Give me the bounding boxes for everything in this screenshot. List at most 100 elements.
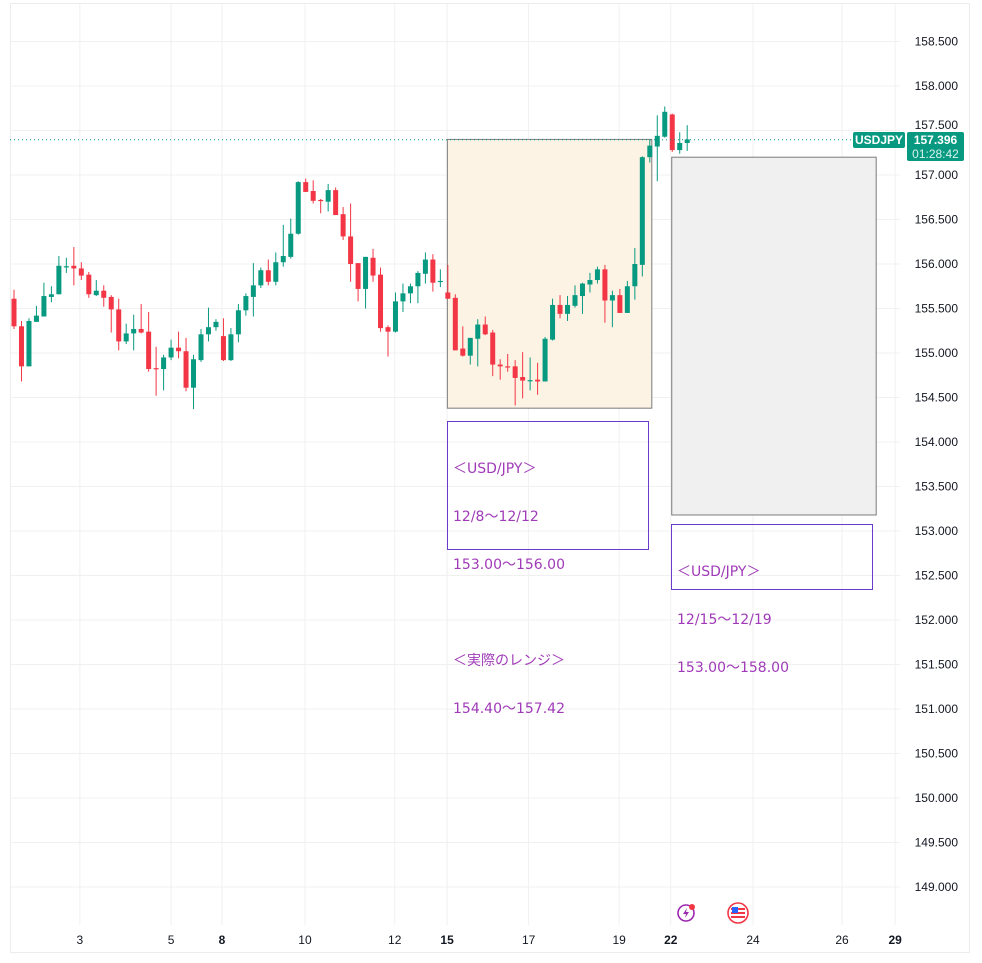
candle-body: [639, 157, 645, 265]
candle-body: [243, 296, 249, 311]
candle: [318, 199, 324, 214]
candle: [594, 266, 600, 284]
candle-body: [168, 347, 174, 358]
candle: [176, 331, 182, 359]
candle-body: [161, 357, 167, 370]
annotation-line: 153.00～158.00: [677, 660, 789, 676]
candle: [250, 263, 256, 317]
candle: [333, 187, 339, 216]
candle: [565, 296, 571, 321]
lightning-event-icon[interactable]: [677, 903, 695, 922]
candle-body: [602, 269, 608, 301]
us-flag-icon[interactable]: [727, 902, 749, 924]
candle: [153, 346, 159, 396]
candle: [310, 180, 316, 204]
y-tick-label: 150.000: [915, 791, 959, 805]
candle-body: [542, 338, 548, 382]
candle: [684, 125, 690, 151]
candle-body: [669, 114, 675, 151]
y-tick-label: 149.500: [915, 836, 959, 850]
annotation-line: ＜USD/JPY＞: [453, 461, 537, 477]
candle-body: [191, 359, 197, 388]
candle: [273, 252, 279, 286]
candle: [243, 293, 249, 316]
chart-frame: [10, 3, 970, 953]
y-tick-label: 158.000: [915, 79, 959, 93]
candle-body: [123, 333, 129, 342]
candle: [325, 183, 331, 212]
candle-body: [146, 331, 152, 370]
candle-body: [557, 304, 563, 314]
annotation-line: 12/8～12/12: [453, 509, 539, 525]
x-tick-label: 3: [76, 933, 83, 947]
candle-body: [624, 286, 630, 313]
candle-body: [370, 257, 376, 276]
candle: [475, 319, 481, 367]
candle-body: [340, 214, 346, 237]
candle: [258, 267, 264, 289]
candle: [422, 252, 428, 284]
candle-body: [250, 285, 256, 297]
actual-range-box: [446, 138, 653, 409]
candle-body: [273, 262, 279, 282]
candle: [101, 285, 107, 307]
candle: [467, 337, 473, 365]
y-tick-label: 152.000: [915, 613, 959, 627]
x-tick-label: 29: [888, 933, 902, 947]
y-tick-label: 150.500: [915, 747, 959, 761]
y-tick-label: 151.500: [915, 658, 959, 672]
candle-body: [11, 298, 17, 327]
y-tick-label: 149.000: [915, 880, 959, 894]
candle-body: [654, 135, 660, 147]
candle-body: [56, 265, 62, 295]
candle: [355, 263, 361, 302]
candle: [662, 106, 668, 138]
candle-body: [662, 111, 668, 137]
candle: [572, 285, 578, 308]
y-tick-label: 156.500: [915, 213, 959, 227]
candle: [78, 262, 84, 281]
candle: [415, 271, 421, 304]
candle-body: [609, 295, 615, 301]
candle: [63, 257, 69, 273]
candle: [131, 314, 137, 351]
symbol-tag: USDJPY: [853, 132, 906, 148]
candle: [41, 282, 47, 317]
candle: [587, 272, 593, 293]
candle-body: [452, 297, 458, 351]
candle-body: [430, 259, 436, 283]
candle-body: [572, 295, 578, 306]
candle-body: [295, 182, 301, 234]
candle: [505, 353, 511, 372]
candle: [609, 290, 615, 328]
annotation-line: ＜USD/JPY＞: [677, 564, 761, 580]
candle: [71, 247, 77, 286]
y-tick-label: 158.500: [915, 35, 959, 49]
candle-body: [482, 324, 488, 335]
candle-body: [228, 334, 234, 361]
candle-body: [647, 145, 653, 158]
candle-body: [422, 259, 428, 274]
candle: [198, 328, 204, 362]
x-tick-label: 26: [835, 933, 849, 947]
candle-body: [385, 327, 391, 332]
candle-body: [355, 263, 361, 289]
candle-body: [131, 328, 137, 334]
candle: [460, 326, 466, 357]
candle-body: [78, 268, 84, 276]
candle: [26, 318, 32, 367]
bar-countdown: 01:28:42: [912, 147, 959, 161]
candle-body: [18, 326, 24, 367]
candle-body: [565, 304, 571, 314]
last-price: 157.396: [913, 133, 958, 147]
candle-body: [617, 295, 623, 313]
candle-body: [348, 236, 354, 264]
candle-body: [594, 269, 600, 281]
candle-body: [363, 256, 369, 289]
candle: [56, 255, 62, 295]
y-tick-label: 153.500: [915, 480, 959, 494]
x-tick-label: 19: [612, 933, 626, 947]
candle: [512, 360, 518, 406]
candle: [482, 316, 488, 336]
